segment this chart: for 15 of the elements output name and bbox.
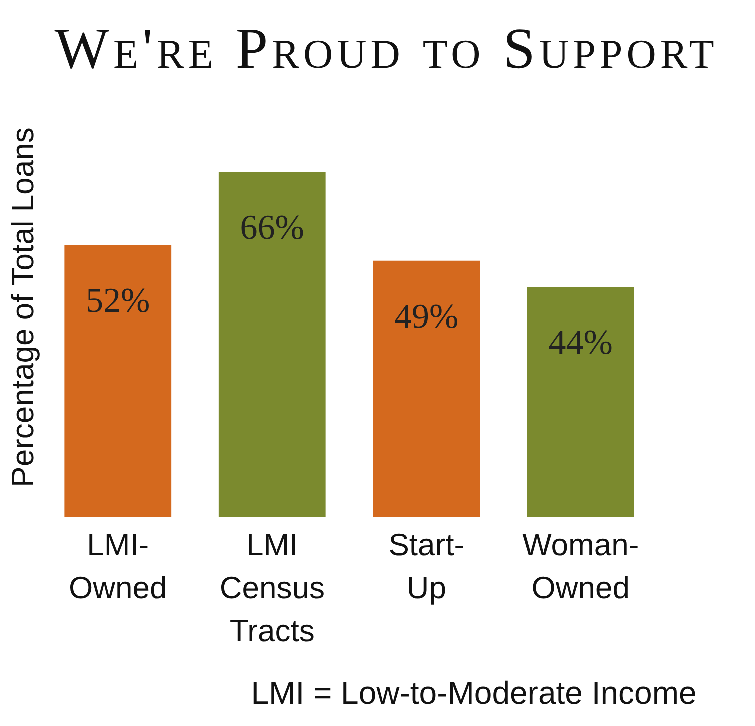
bar [373, 260, 480, 517]
text: LMI = Low-to-Moderate Income [251, 675, 697, 711]
chart-title: We're Proud to Support [54, 16, 718, 81]
data-label: 52% [86, 281, 150, 320]
data-label: 66% [240, 208, 304, 247]
bar [64, 245, 172, 517]
x-tick-label: Woman-Owned [522, 528, 640, 606]
data-label: 44% [548, 323, 613, 362]
y-axis-title: Percentage of Total Loans [6, 128, 40, 488]
x-tick-label: Start-Up [388, 528, 465, 606]
x-tick-label: LMI Census Tracts [220, 528, 325, 648]
data-label: 49% [394, 296, 459, 336]
bar [218, 172, 326, 517]
x-tick-label: LMI-Owned [69, 528, 168, 606]
bar [527, 287, 634, 517]
